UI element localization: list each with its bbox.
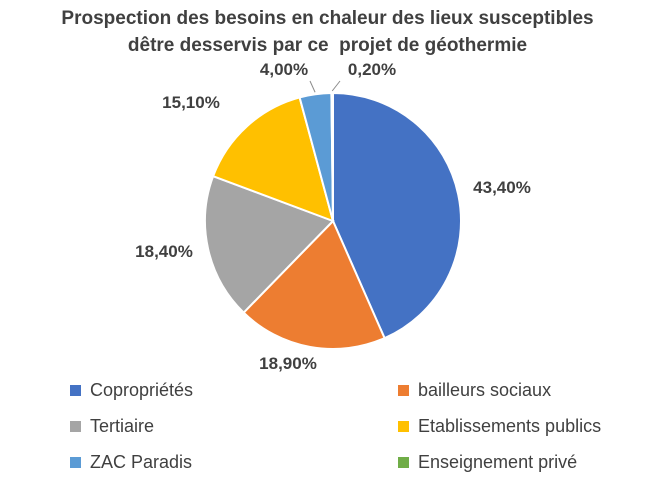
pie-slice-0 [332,91,462,340]
data-label-3: 15,10% [162,93,220,112]
pie-slice-1 [242,219,386,350]
legend-label: Tertiaire [90,416,155,436]
chart-title-line-1: Prospection des besoins en chaleur des l… [61,8,594,29]
legend-swatch [398,421,409,432]
legend-label: ZAC Paradis [90,452,193,472]
legend-swatch [70,457,81,468]
leader-line-5 [331,80,341,92]
legend-item-bailleurs-sociaux: bailleurs sociaux [398,380,551,401]
legend-swatch [70,421,81,432]
pie-slice-5 [330,91,334,222]
legend-label: Copropriétés [90,380,194,400]
data-label-4: 4,00% [260,60,308,79]
legend-label: bailleurs sociaux [418,380,552,400]
data-label-0: 43,40% [473,178,531,197]
legend-item-etablissements-publics: Etablissements publics [398,416,601,437]
leader-line-4 [309,80,316,93]
pie-slice-3 [211,96,335,223]
pie-slice-2 [204,174,335,315]
data-label-1: 18,90% [259,354,317,373]
legend-item-tertiaire: Tertiaire [70,416,154,437]
legend-item-enseignement-prive: Enseignement privé [398,452,577,473]
data-label-2: 18,40% [135,242,193,261]
legend-label: Enseignement privé [418,452,578,472]
data-label-5: 0,20% [348,60,396,79]
legend-item-zac-paradis: ZAC Paradis [70,452,192,473]
legend-swatch [398,385,409,396]
legend-item-coproprietes: Copropriétés [70,380,193,401]
legend-label: Etablissements publics [418,416,602,436]
legend-swatch [398,457,409,468]
legend-swatch [70,385,81,396]
chart-title-line-2: dêtre desservis par ce projet de géother… [127,35,528,56]
